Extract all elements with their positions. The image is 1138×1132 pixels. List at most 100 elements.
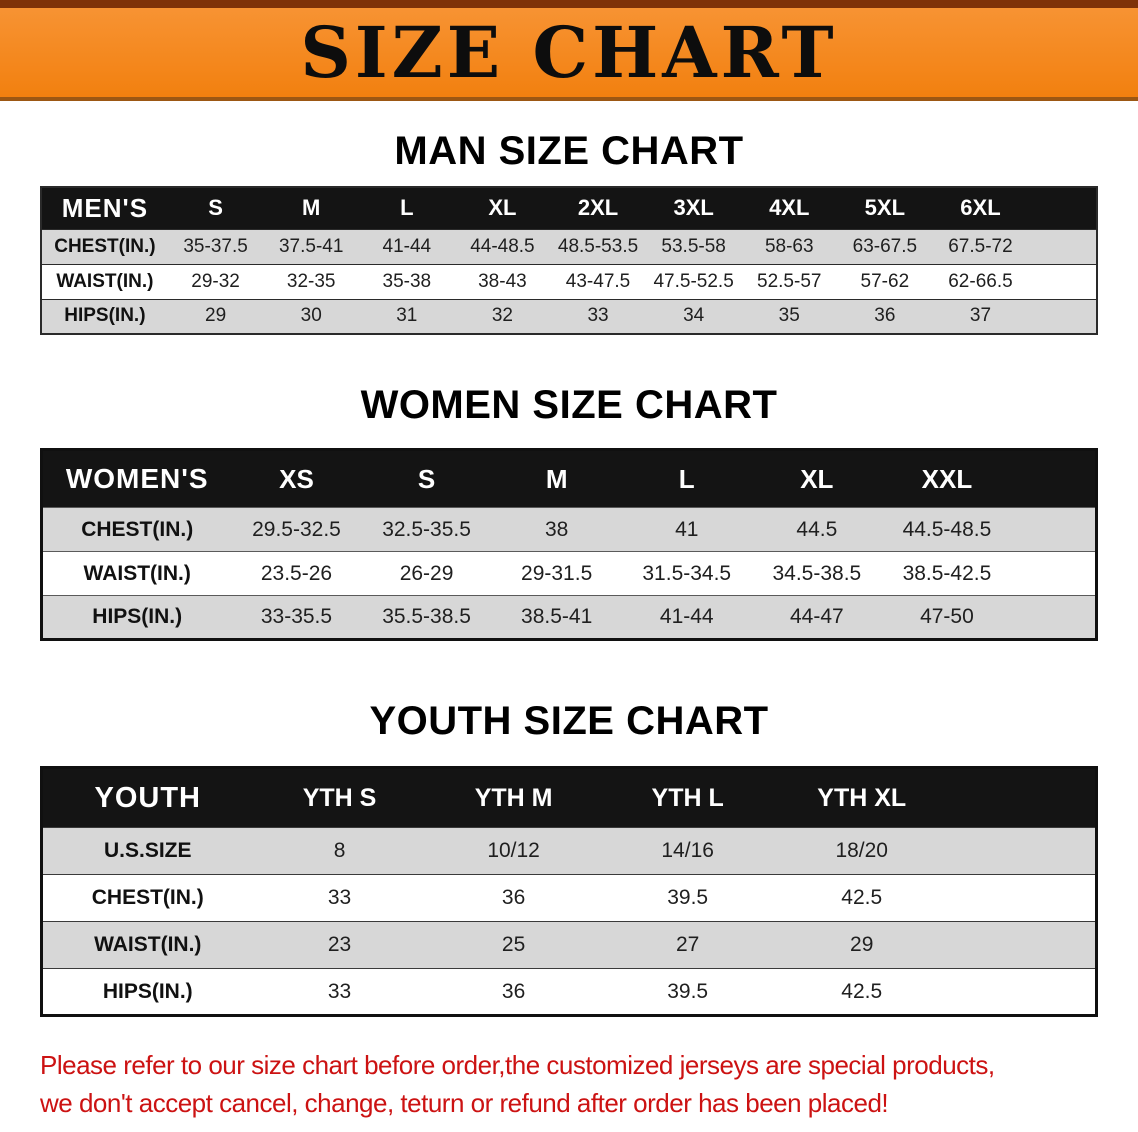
size-column-header: S bbox=[167, 187, 264, 229]
disclaimer-note: Please refer to our size chart before or… bbox=[40, 1047, 1118, 1122]
size-value-cell: 38.5-41 bbox=[521, 605, 593, 628]
men-size-section: MAN SIZE CHART MEN'S S M L XL 2XL 3XL 4XL 5XL 6XL… bbox=[0, 129, 1138, 335]
measurement-row: CHEST(IN.) 35-37.5 37.5-41 41-44 44-48.5 48.5… bbox=[41, 229, 1097, 264]
spacer-cell bbox=[1012, 508, 1097, 552]
youth-size-table: YOUTH YTH S YTH M YTH L YTH XL U.S.SIZE 8 10/12… bbox=[40, 766, 1098, 1017]
spacer-cell bbox=[948, 767, 1097, 828]
spacer-cell bbox=[949, 828, 1097, 875]
measurement-row: HIPS(IN.) 29 30 31 32 33 34 35 36 37 bbox=[41, 299, 1097, 334]
row-label: HIPS(IN.) bbox=[92, 605, 183, 628]
size-value-cell: 44.5 bbox=[796, 517, 838, 541]
measurement-row: CHEST(IN.) 33 36 39.5 42.5 bbox=[41, 874, 1097, 922]
size-value-cell: 44-48.5 bbox=[470, 235, 535, 257]
size-value-cell: 38 bbox=[544, 517, 569, 541]
men-section-heading: MAN SIZE CHART bbox=[394, 129, 744, 173]
size-column-header: XXL bbox=[881, 449, 1012, 508]
size-column-header: YTH XL bbox=[774, 767, 949, 828]
size-value-cell: 32-35 bbox=[286, 270, 336, 292]
size-value-cell: 57-62 bbox=[860, 270, 910, 292]
size-value-cell: 48.5-53.5 bbox=[557, 235, 639, 257]
size-value-cell: 44.5-48.5 bbox=[902, 517, 992, 541]
size-value-cell: 39.5 bbox=[667, 886, 709, 909]
row-label: CHEST(IN.) bbox=[54, 235, 156, 257]
size-value-cell: 33 bbox=[327, 886, 352, 909]
size-value-cell: 35.5-38.5 bbox=[382, 605, 471, 628]
size-value-cell: 33-35.5 bbox=[260, 605, 333, 628]
size-column-header: S bbox=[361, 449, 492, 508]
size-value-cell: 41 bbox=[675, 517, 699, 541]
row-label: HIPS(IN.) bbox=[64, 305, 146, 327]
size-value-cell: 47.5-52.5 bbox=[653, 270, 734, 292]
row-label: HIPS(IN.) bbox=[102, 979, 193, 1003]
spacer-cell bbox=[1012, 596, 1097, 640]
size-value-cell: 23.5-26 bbox=[260, 561, 333, 585]
women-section-heading: WOMEN SIZE CHART bbox=[360, 383, 778, 427]
women-size-section: WOMEN SIZE CHART WOMEN'S XS S M L XL XXL CHEST(… bbox=[0, 383, 1138, 641]
youth-section-heading: YOUTH SIZE CHART bbox=[369, 699, 769, 743]
size-column-header: YTH S bbox=[252, 767, 427, 828]
size-column-header: M bbox=[491, 449, 622, 508]
size-value-cell: 37 bbox=[969, 305, 992, 327]
table-header-row: YOUTH YTH S YTH M YTH L YTH XL bbox=[41, 767, 1097, 828]
size-value-cell: 27 bbox=[675, 933, 700, 956]
row-label: CHEST(IN.) bbox=[81, 517, 194, 541]
disclaimer-line-1: Please refer to our size chart before or… bbox=[40, 1050, 995, 1080]
spacer-cell bbox=[949, 875, 1097, 922]
measurement-row: WAIST(IN.) 29-32 32-35 35-38 38-43 43-47.5 47.… bbox=[41, 264, 1097, 299]
measurement-row: CHEST(IN.) 29.5-32.5 32.5-35.5 38 41 44.5 44.5… bbox=[41, 507, 1097, 552]
size-value-cell: 29-32 bbox=[191, 270, 240, 292]
size-column-header: L bbox=[359, 187, 455, 229]
size-value-cell: 37.5-41 bbox=[278, 235, 344, 257]
size-value-cell: 23 bbox=[327, 933, 352, 956]
table-title-cell: MEN'S bbox=[41, 187, 168, 229]
measurement-row: U.S.SIZE 8 10/12 14/16 18/20 bbox=[41, 827, 1097, 875]
size-value-cell: 53.5-58 bbox=[661, 235, 726, 257]
row-label: CHEST(IN.) bbox=[91, 886, 204, 909]
measurement-row: WAIST(IN.) 23.5-26 26-29 29-31.5 31.5-34.5 34… bbox=[41, 551, 1097, 596]
size-value-cell: 29 bbox=[850, 933, 874, 956]
size-value-cell: 31.5-34.5 bbox=[642, 561, 732, 585]
spacer-cell bbox=[1028, 299, 1097, 334]
size-value-cell: 38.5-42.5 bbox=[902, 561, 992, 585]
size-value-cell: 33 bbox=[587, 305, 609, 327]
size-value-cell: 47-50 bbox=[920, 605, 974, 628]
row-label: WAIST(IN.) bbox=[94, 933, 202, 956]
size-value-cell: 58-63 bbox=[764, 235, 814, 257]
size-value-cell: 67.5-72 bbox=[948, 235, 1013, 257]
measurement-row: HIPS(IN.) 33-35.5 35.5-38.5 38.5-41 41-44 44-… bbox=[41, 595, 1097, 640]
size-value-cell: 10/12 bbox=[487, 839, 540, 862]
size-value-cell: 52.5-57 bbox=[757, 270, 822, 292]
size-value-cell: 26-29 bbox=[399, 561, 454, 585]
size-value-cell: 36 bbox=[501, 979, 526, 1003]
youth-size-section: YOUTH SIZE CHART YOUTH YTH S YTH M YTH L YTH… bbox=[0, 699, 1138, 1017]
spacer-cell bbox=[1011, 449, 1097, 508]
women-size-table: WOMEN'S XS S M L XL XXL CHEST(IN.) 29.5-32.5 32.5… bbox=[40, 448, 1098, 641]
size-column-header: XL bbox=[751, 449, 882, 508]
row-label: WAIST(IN.) bbox=[83, 561, 191, 585]
spacer-cell bbox=[1028, 229, 1097, 264]
table-title-cell: WOMEN'S bbox=[41, 449, 232, 508]
size-column-header: 6XL bbox=[932, 187, 1029, 229]
size-column-header: L bbox=[621, 449, 752, 508]
title-banner: SIZE CHART bbox=[0, 0, 1138, 101]
size-column-header: YTH M bbox=[426, 767, 601, 828]
size-value-cell: 62-66.5 bbox=[948, 270, 1013, 292]
size-column-header: YTH L bbox=[600, 767, 775, 828]
size-value-cell: 63-67.5 bbox=[852, 235, 918, 257]
size-value-cell: 14/16 bbox=[661, 839, 714, 862]
size-value-cell: 35-37.5 bbox=[183, 235, 248, 257]
size-value-cell: 32 bbox=[491, 305, 513, 327]
size-value-cell: 35-38 bbox=[382, 270, 432, 292]
spacer-cell bbox=[949, 922, 1097, 969]
row-label: U.S.SIZE bbox=[103, 839, 192, 862]
size-value-cell: 34 bbox=[683, 305, 705, 327]
table-header-row: WOMEN'S XS S M L XL XXL bbox=[41, 449, 1097, 508]
size-value-cell: 43-47.5 bbox=[565, 270, 631, 292]
disclaimer-line-2: we don't accept cancel, change, teturn o… bbox=[40, 1087, 889, 1118]
size-value-cell: 42.5 bbox=[841, 886, 883, 909]
size-value-cell: 38-43 bbox=[478, 270, 527, 292]
size-value-cell: 42.5 bbox=[841, 979, 883, 1003]
size-value-cell: 41-44 bbox=[659, 605, 714, 628]
measurement-row: HIPS(IN.) 33 36 39.5 42.5 bbox=[41, 968, 1097, 1016]
